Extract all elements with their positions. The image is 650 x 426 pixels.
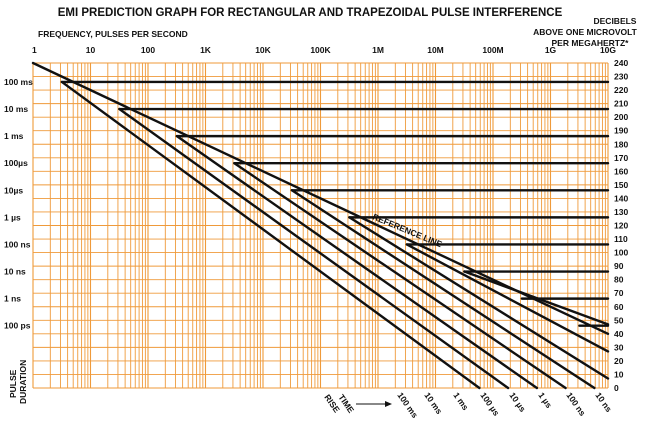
- y-tick-label: 160: [614, 166, 628, 176]
- x-tick-label: 10M: [427, 45, 444, 55]
- chart-title: EMI PREDICTION GRAPH FOR RECTANGULAR AND…: [58, 7, 563, 19]
- series-line: [60, 80, 481, 390]
- y-tick-label: 220: [614, 85, 628, 95]
- pulse-duration-label: 10 ns: [4, 267, 26, 277]
- y-tick-label: 170: [614, 153, 628, 163]
- y-axis-right-label-line1: DECIBELS: [594, 16, 637, 26]
- pulse-duration-label: 1 ms: [4, 131, 24, 141]
- pulse-duration-label: 10µs: [4, 185, 23, 195]
- x-tick-label: 100K: [310, 45, 331, 55]
- y-tick-label: 10: [614, 369, 624, 379]
- pulse-duration-label: 100 ns: [4, 239, 31, 249]
- y-tick-label: 80: [614, 275, 624, 285]
- pulse-duration-label: 100µs: [4, 158, 28, 168]
- pulse-duration-label: 1 µs: [4, 212, 21, 222]
- y-axis-right-label-line3: PER MEGAHERTZ*: [552, 38, 630, 48]
- pulse-duration-title-line2: DURATION: [18, 360, 28, 404]
- y-tick-label: 120: [614, 221, 628, 231]
- x-tick-label: 10: [86, 45, 96, 55]
- y-tick-label: 100: [614, 248, 628, 258]
- y-tick-label: 60: [614, 302, 624, 312]
- y-tick-label: 150: [614, 180, 628, 190]
- series-line: [463, 270, 610, 326]
- y-tick-label: 140: [614, 193, 628, 203]
- pulse-duration-label: 1 ns: [4, 294, 21, 304]
- y-tick-label: 70: [614, 288, 624, 298]
- y-tick-label: 240: [614, 58, 628, 68]
- y-tick-label: 180: [614, 139, 628, 149]
- y-axis-right-label-line2: ABOVE ONE MICROVOLT: [533, 27, 638, 37]
- x-tick-label: 1K: [200, 45, 212, 55]
- x-tick-label: 10G: [600, 45, 616, 55]
- pulse-duration-labels: 100 ms 10 ms 1 ms 100µs 10µs 1 µs 100 ns 10 ns 1…: [4, 77, 33, 331]
- x-tick-label: 100: [141, 45, 155, 55]
- x-tick-labels: 1 10 100 1K 10K 100K 1M 10M 100M 1G 10G: [32, 45, 616, 55]
- y-tick-label: 20: [614, 356, 624, 366]
- y-tick-label: 190: [614, 126, 628, 136]
- series-line: [405, 243, 610, 353]
- y-tick-labels: 2402302202102001901801701601501401301201…: [614, 58, 628, 393]
- y-tick-label: 90: [614, 261, 624, 271]
- pulse-duration-label: 10 ms: [4, 104, 28, 114]
- x-tick-label: 1: [32, 45, 37, 55]
- y-tick-label: 130: [614, 207, 628, 217]
- series-line: [233, 162, 567, 390]
- x-axis-label: FREQUENCY, PULSES PER SECOND: [38, 29, 188, 39]
- series-lines: [31, 61, 610, 390]
- x-tick-label: 100M: [482, 45, 503, 55]
- y-tick-label: 200: [614, 112, 628, 122]
- series-line: [348, 216, 610, 380]
- y-tick-label: 230: [614, 72, 628, 82]
- x-tick-label: 1G: [545, 45, 557, 55]
- time-arrow-head: [385, 401, 392, 407]
- series-line: [290, 189, 596, 390]
- grid: [32, 62, 609, 389]
- y-tick-label: 0: [614, 383, 619, 393]
- pulse-duration-title-line1: PULSE: [8, 369, 18, 398]
- pulse-duration-label: 100 ms: [4, 77, 33, 87]
- y-tick-label: 210: [614, 99, 628, 109]
- x-tick-label: 1M: [372, 45, 384, 55]
- x-tick-label: 10K: [255, 45, 271, 55]
- series-line: [118, 107, 510, 390]
- y-tick-label: 50: [614, 315, 624, 325]
- pulse-duration-label: 100 ps: [4, 321, 31, 331]
- series-line: [175, 134, 539, 390]
- y-tick-label: 110: [614, 234, 628, 244]
- y-tick-label: 40: [614, 329, 624, 339]
- y-tick-label: 30: [614, 342, 624, 352]
